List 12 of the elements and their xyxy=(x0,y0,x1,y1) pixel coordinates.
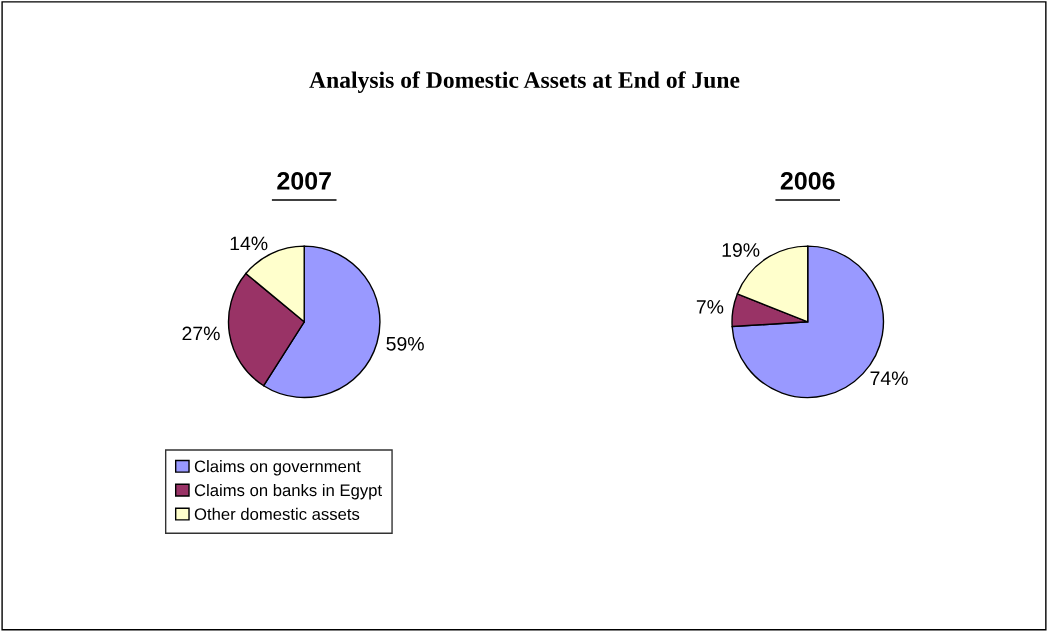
data-label: 74% xyxy=(870,371,908,386)
legend-label: Claims on banks in Egypt xyxy=(194,483,382,500)
data-label: 19% xyxy=(722,243,760,257)
data-label: 27% xyxy=(182,326,220,341)
data-label: 14% xyxy=(230,236,268,251)
legend-label: Other domestic assets xyxy=(194,507,360,521)
chart-title: 2006 xyxy=(780,172,835,190)
data-label: 59% xyxy=(386,336,424,351)
text: Analysis of Domestic Assets at End of June xyxy=(309,71,740,93)
chart-subtitle: 2007 xyxy=(277,172,331,190)
legend-label: Claims on government xyxy=(194,460,361,476)
data-label: 7% xyxy=(696,300,724,314)
